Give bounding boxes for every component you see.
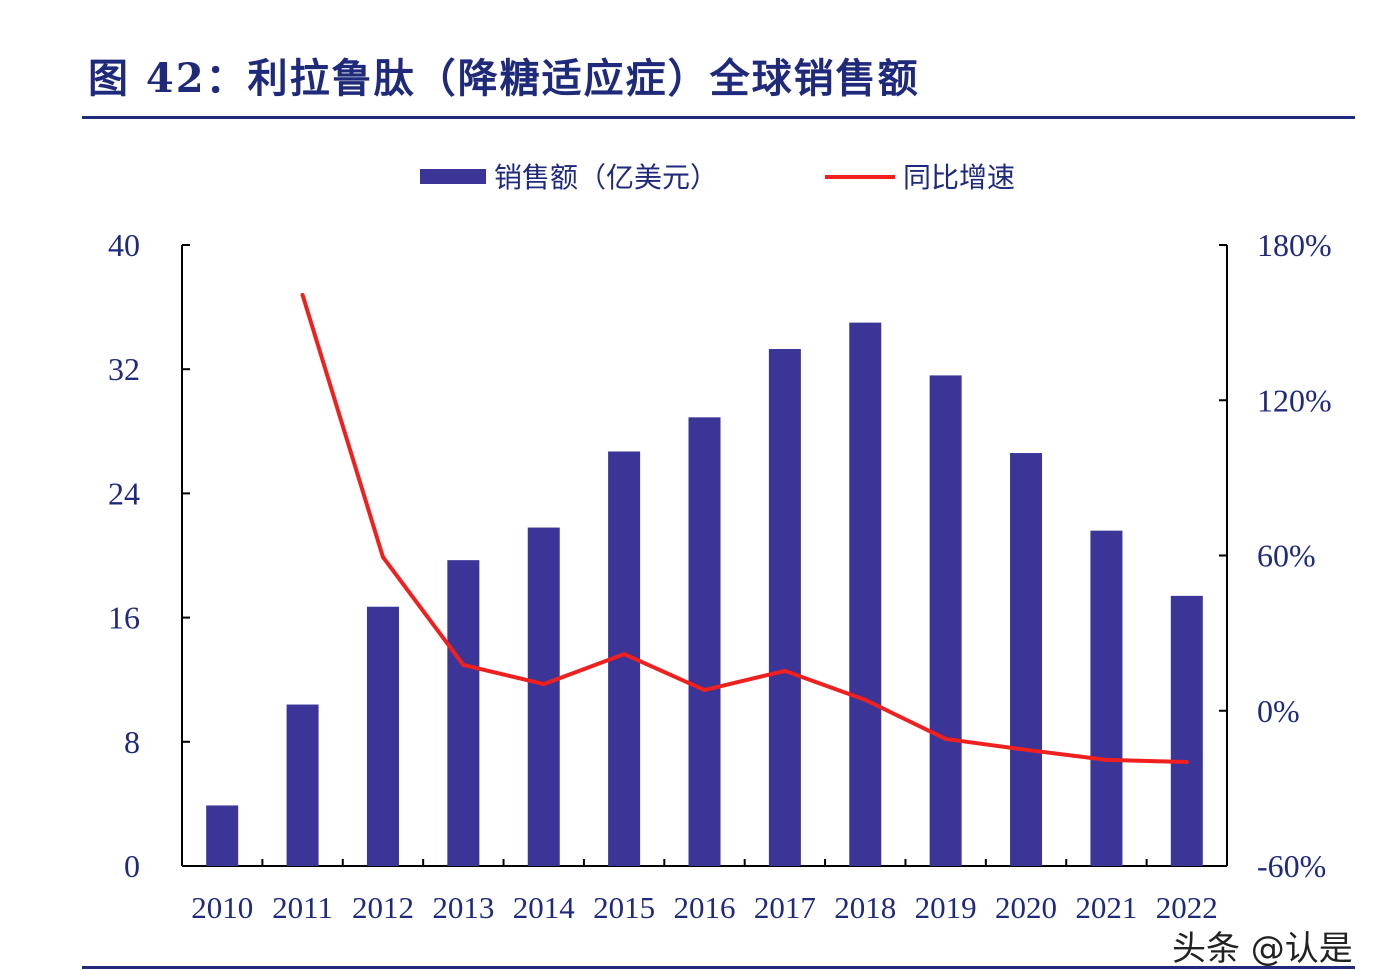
bar-2020 (1010, 453, 1043, 866)
x-tick-label: 2022 (1156, 890, 1218, 925)
left-tick-label: 24 (108, 475, 140, 511)
left-tick-label: 40 (108, 227, 140, 263)
right-tick-label: -60% (1257, 848, 1326, 884)
growth-point-2011 (300, 292, 305, 297)
right-tick-label: 0% (1257, 693, 1300, 729)
x-tick-label: 2021 (1075, 890, 1137, 925)
bar-2011 (286, 704, 319, 866)
left-tick-label: 16 (108, 600, 140, 636)
bar-2016 (688, 417, 721, 866)
growth-point-2018 (863, 697, 868, 702)
legend-bar-label: 销售额（亿美元） (494, 161, 718, 194)
growth-point-2020 (1024, 747, 1029, 752)
x-tick-label: 2018 (834, 890, 896, 925)
x-tick-label: 2013 (432, 890, 494, 925)
bar-2021 (1090, 530, 1123, 866)
left-tick-label: 32 (108, 351, 140, 387)
x-tick-label: 2015 (593, 890, 655, 925)
right-tick-label: 120% (1257, 382, 1332, 418)
x-tick-label: 2014 (513, 890, 576, 925)
growth-point-2016 (702, 688, 707, 693)
growth-point-2017 (782, 668, 787, 673)
growth-line (300, 294, 1187, 764)
growth-point-2022 (1184, 759, 1189, 764)
legend-bar-swatch (420, 169, 486, 184)
left-tick-label: 0 (124, 848, 140, 884)
x-tick-label: 2012 (352, 890, 414, 925)
legend-line-label: 同比增速 (903, 161, 1015, 194)
x-tick-label: 2016 (674, 890, 736, 925)
bar-2012 (366, 606, 399, 866)
growth-point-2015 (622, 652, 627, 657)
growth-point-2013 (461, 662, 466, 667)
x-tick-label: 2017 (754, 890, 816, 925)
watermark: 头条 @认是 (1172, 929, 1353, 969)
bottom-rule (82, 966, 1355, 969)
growth-point-2014 (541, 682, 546, 687)
figure-title: 图 42：利拉鲁肽（降糖适应症）全球销售额 (88, 55, 920, 102)
x-tick-label: 2010 (191, 890, 253, 925)
bar-2013 (447, 560, 480, 866)
bar-2019 (929, 375, 962, 866)
bar-2018 (849, 322, 882, 866)
right-tick-label: 180% (1257, 227, 1332, 263)
left-tick-label: 8 (124, 724, 140, 760)
growth-point-2012 (380, 555, 385, 560)
x-tick-label: 2011 (272, 890, 333, 925)
growth-point-2021 (1104, 757, 1109, 762)
right-tick-label: 60% (1257, 538, 1316, 574)
x-tick-label: 2020 (995, 890, 1057, 925)
x-tick-label: 2019 (915, 890, 977, 925)
bar-2010 (206, 805, 239, 866)
bar-2022 (1170, 595, 1203, 866)
bar-2017 (768, 349, 801, 867)
title-rule (82, 116, 1355, 119)
bar-2014 (527, 527, 560, 866)
growth-point-2019 (943, 736, 948, 741)
